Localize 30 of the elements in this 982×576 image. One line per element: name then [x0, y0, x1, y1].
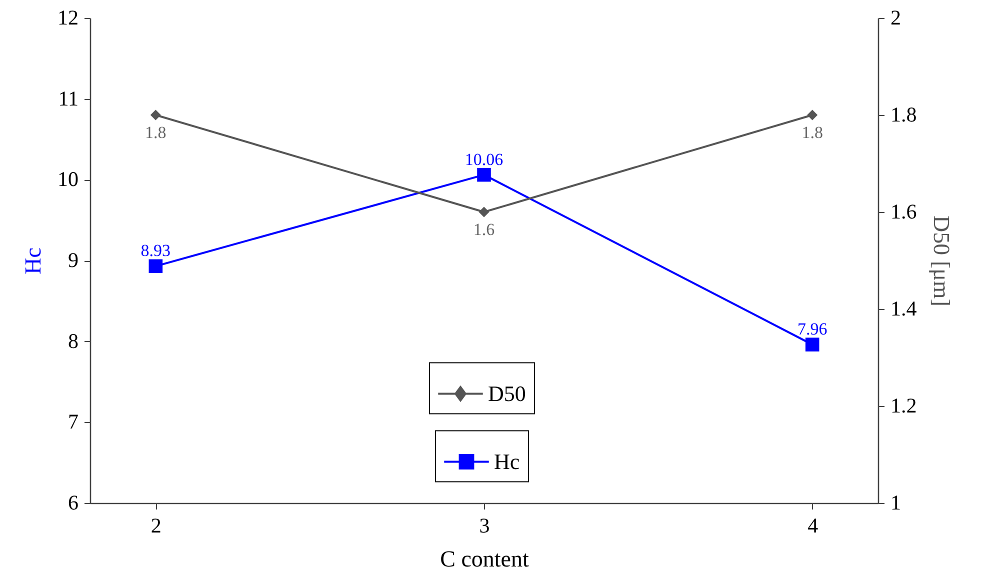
- data-label: 10.06: [464, 150, 504, 169]
- y2-tick-label: 1.2: [890, 394, 917, 418]
- y-tick-label: 10: [58, 167, 78, 192]
- y-tick-label: 7: [68, 410, 78, 434]
- x-tick-label: 3: [479, 514, 490, 538]
- x-tick-label: 4: [808, 514, 819, 538]
- y2-axis-title: D50 [μm]: [928, 216, 954, 306]
- legend-label: Hc: [494, 448, 520, 474]
- legend-label: D50: [488, 380, 526, 406]
- y2-tick-label: 1.8: [890, 102, 917, 126]
- data-label: 1.8: [802, 123, 823, 142]
- y-tick-label: 8: [68, 328, 78, 353]
- y2-tick-label: 1: [890, 490, 901, 514]
- y2-tick-label: 1.6: [890, 200, 917, 224]
- data-label: 1.8: [145, 123, 166, 142]
- y-tick-label: 11: [58, 86, 78, 110]
- point: [805, 338, 820, 352]
- x-axis-title: C content: [440, 546, 530, 572]
- data-label: 8.93: [140, 241, 171, 260]
- data-label: 1.6: [473, 220, 495, 239]
- y-tick-label: 12: [58, 6, 78, 30]
- data-label: 7.96: [797, 320, 828, 339]
- y-tick-label: 6: [68, 490, 78, 514]
- point: [148, 259, 163, 274]
- y2-tick-label: 1.4: [890, 296, 918, 320]
- y2-tick-label: 2: [890, 6, 901, 30]
- point: [477, 168, 491, 182]
- y-axis-title: Hc: [20, 248, 46, 274]
- y-tick-label: 9: [68, 248, 78, 272]
- x-tick-label: 2: [150, 514, 162, 538]
